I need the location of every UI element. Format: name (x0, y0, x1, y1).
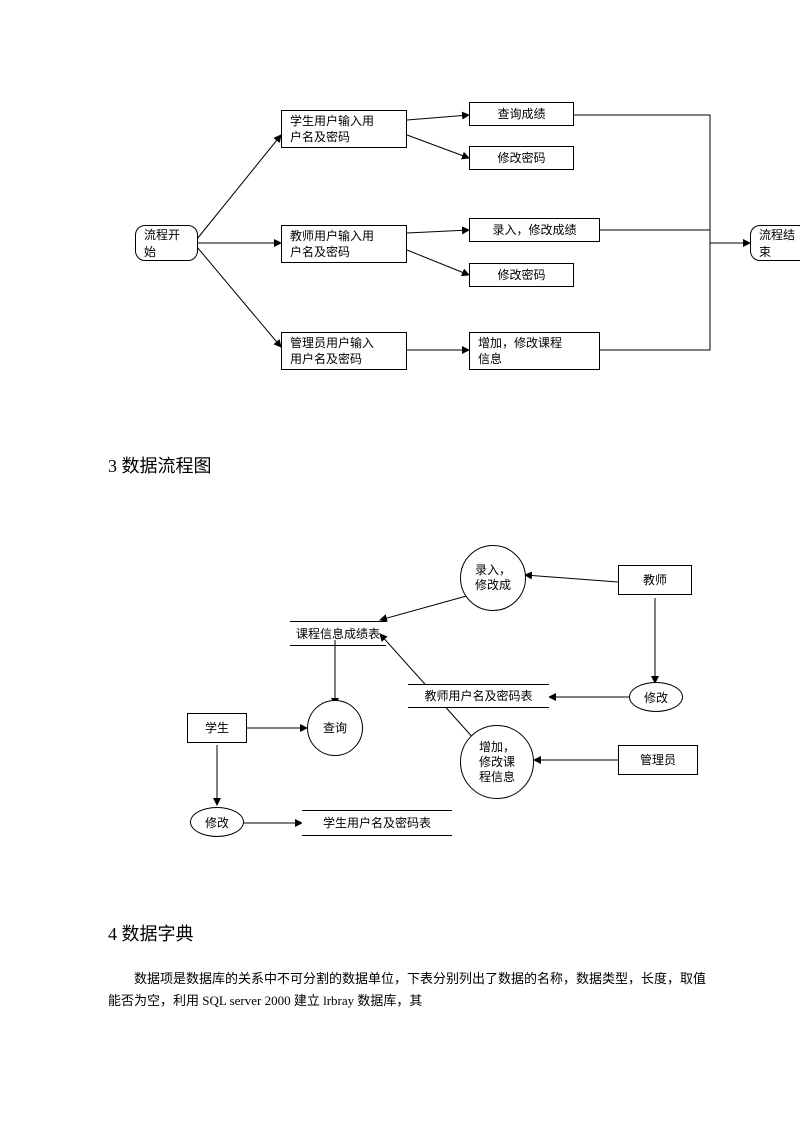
flow1-arrows (0, 0, 800, 440)
node-teacher-pwd: 修改密码 (469, 263, 574, 287)
proc-course-label: 增加，修改课程信息 (479, 740, 515, 785)
heading-dict: 4 数据字典 (108, 920, 194, 946)
proc-enter: 录入，修改成 (460, 545, 526, 611)
proc-enter-label: 录入，修改成 (475, 563, 511, 593)
proc-modify-s-label: 修改 (205, 814, 229, 831)
node-query-score: 查询成绩 (469, 102, 574, 126)
node-teacher-login-label: 教师用户输入用户名及密码 (290, 228, 374, 260)
node-end-label: 流程结束 (759, 226, 800, 260)
heading-dfd: 3 数据流程图 (108, 452, 212, 478)
proc-modify-t-label: 修改 (644, 689, 668, 706)
ds-teacher-label: 教师用户名及密码表 (424, 688, 532, 704)
ds-course: 课程信息成绩表 (290, 621, 386, 646)
node-course-edit-label: 增加，修改课程信息 (478, 335, 562, 367)
node-enter-score-label: 录入，修改成绩 (492, 222, 576, 238)
node-query-score-label: 查询成绩 (497, 106, 545, 122)
ext-teacher: 教师 (618, 565, 692, 595)
ext-student: 学生 (187, 713, 247, 743)
ext-student-label: 学生 (205, 720, 229, 736)
page-canvas: 流程开始 学生用户输入用户名及密码 教师用户输入用户名及密码 管理员用户输入用户… (0, 0, 800, 1132)
dict-paragraph: 数据项是数据库的关系中不可分割的数据单位，下表分别列出了数据的名称，数据类型，长… (108, 968, 718, 1012)
proc-query: 查询 (307, 700, 363, 756)
node-teacher-pwd-label: 修改密码 (497, 267, 545, 283)
proc-modify-t: 修改 (629, 682, 683, 712)
ext-teacher-label: 教师 (643, 572, 667, 588)
proc-course: 增加，修改课程信息 (460, 725, 534, 799)
node-start: 流程开始 (135, 225, 198, 261)
proc-query-label: 查询 (323, 721, 347, 736)
node-student-pwd: 修改密码 (469, 146, 574, 170)
ds-student: 学生用户名及密码表 (302, 810, 452, 836)
node-student-login-label: 学生用户输入用户名及密码 (290, 113, 374, 145)
node-admin-login-label: 管理员用户输入用户名及密码 (290, 335, 374, 367)
proc-modify-s: 修改 (190, 807, 244, 837)
ext-admin: 管理员 (618, 745, 698, 775)
node-enter-score: 录入，修改成绩 (469, 218, 600, 242)
node-course-edit: 增加，修改课程信息 (469, 332, 600, 370)
node-start-label: 流程开始 (144, 226, 189, 260)
ext-admin-label: 管理员 (640, 752, 676, 768)
node-student-pwd-label: 修改密码 (497, 150, 545, 166)
node-teacher-login: 教师用户输入用户名及密码 (281, 225, 407, 263)
ds-student-label: 学生用户名及密码表 (323, 815, 431, 831)
node-admin-login: 管理员用户输入用户名及密码 (281, 332, 407, 370)
ds-teacher: 教师用户名及密码表 (408, 684, 549, 708)
node-end: 流程结束 (750, 225, 800, 261)
node-student-login: 学生用户输入用户名及密码 (281, 110, 407, 148)
